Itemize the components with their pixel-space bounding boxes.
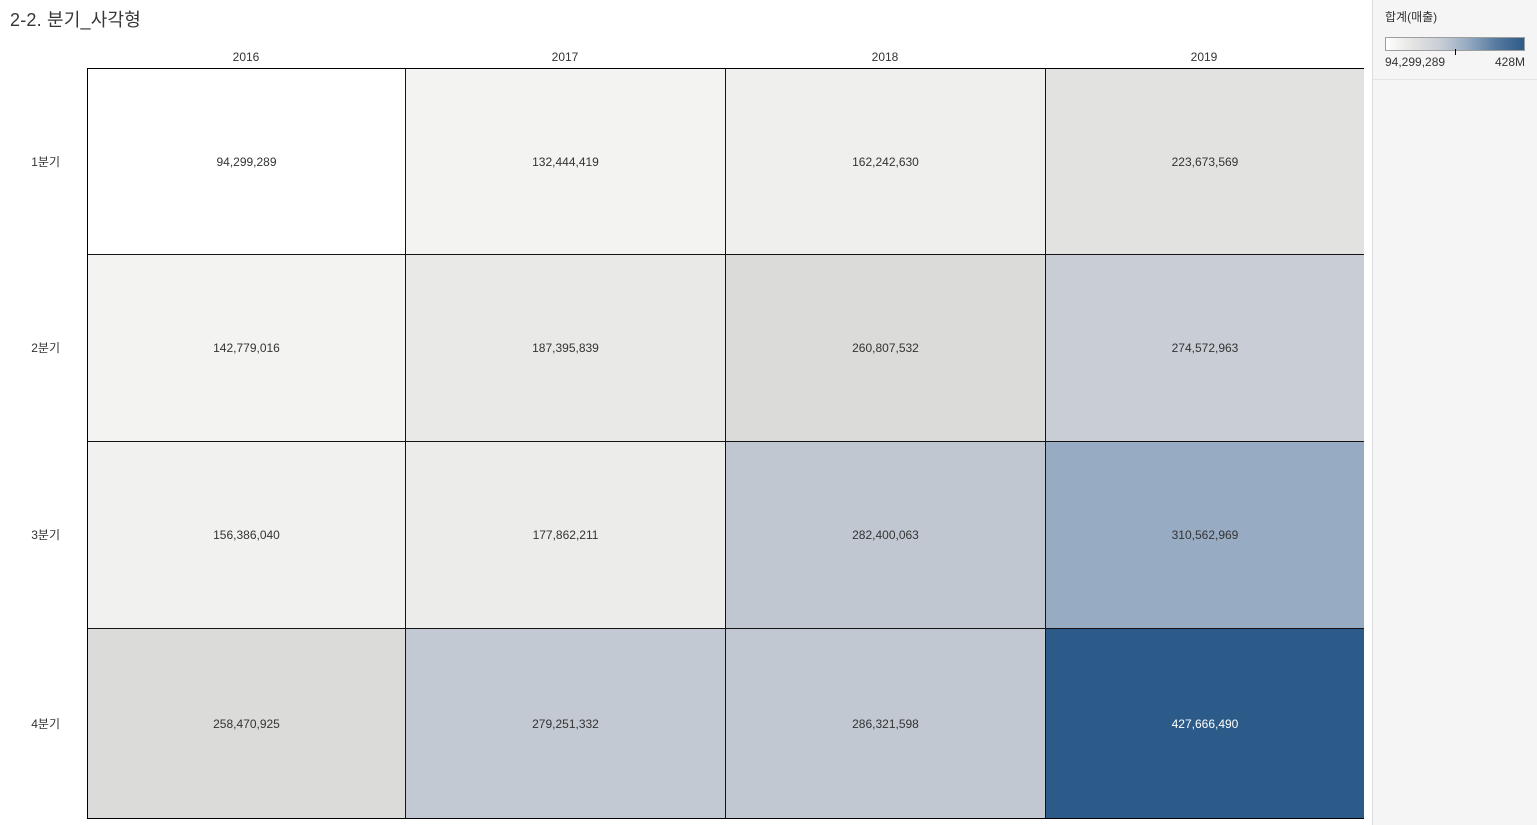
- heatmap-cell-q1-2017[interactable]: 132,444,419: [406, 69, 726, 255]
- heatmap-cell-q4-2019[interactable]: 427,666,490: [1046, 629, 1364, 818]
- heatmap-cell-q4-2016[interactable]: 258,470,925: [88, 629, 406, 818]
- legend-panel: 합계(매출) 94,299,289 428M: [1372, 0, 1537, 825]
- row-label-q3[interactable]: 3분기: [31, 528, 60, 542]
- color-legend: 합계(매출) 94,299,289 428M: [1373, 0, 1537, 80]
- heatmap-cell-q4-2018[interactable]: 286,321,598: [726, 629, 1046, 818]
- row-label-q1[interactable]: 1분기: [31, 154, 60, 169]
- heatmap-cell-q3-2019[interactable]: 310,562,969: [1046, 442, 1364, 629]
- legend-title: 합계(매출): [1385, 10, 1438, 24]
- legend-min-label: 94,299,289: [1385, 55, 1446, 69]
- legend-gradient-bar[interactable]: [1385, 37, 1525, 55]
- column-header-2017[interactable]: 2017: [551, 50, 579, 64]
- heatmap-cell-q2-2018[interactable]: 260,807,532: [726, 255, 1046, 442]
- column-header-2016[interactable]: 2016: [232, 50, 260, 64]
- heatmap-cell-q2-2016[interactable]: 142,779,016: [88, 255, 406, 442]
- heatmap-cell-q4-2017[interactable]: 279,251,332: [406, 629, 726, 818]
- row-labels: 1분기 2분기 3분기 4분기: [0, 68, 64, 818]
- column-headers: 2016 2017 2018 2019: [87, 49, 1363, 66]
- heatmap-cell-q2-2017[interactable]: 187,395,839: [406, 255, 726, 442]
- row-label-q4[interactable]: 4분기: [31, 716, 60, 731]
- heatmap-cell-q3-2017[interactable]: 177,862,211: [406, 442, 726, 629]
- heatmap-grid: 94,299,289 132,444,419 162,242,630 223,6…: [87, 68, 1364, 819]
- sheet-title: 2-2. 분기_사각형: [10, 10, 142, 30]
- legend-range: 94,299,289 428M: [1385, 55, 1525, 69]
- legend-tick: [1455, 49, 1456, 55]
- row-label-q2[interactable]: 2분기: [31, 341, 60, 355]
- legend-max-label: 428M: [1494, 55, 1525, 69]
- column-header-2019[interactable]: 2019: [1190, 50, 1218, 64]
- heatmap-cell-q3-2018[interactable]: 282,400,063: [726, 442, 1046, 629]
- heatmap-cell-q3-2016[interactable]: 156,386,040: [88, 442, 406, 629]
- heatmap-cell-q2-2019[interactable]: 274,572,963: [1046, 255, 1364, 442]
- heatmap-cell-q1-2019[interactable]: 223,673,569: [1046, 69, 1364, 255]
- column-header-2018[interactable]: 2018: [871, 50, 899, 64]
- heatmap-cell-q1-2018[interactable]: 162,242,630: [726, 69, 1046, 255]
- heatmap-cell-q1-2016[interactable]: 94,299,289: [88, 69, 406, 255]
